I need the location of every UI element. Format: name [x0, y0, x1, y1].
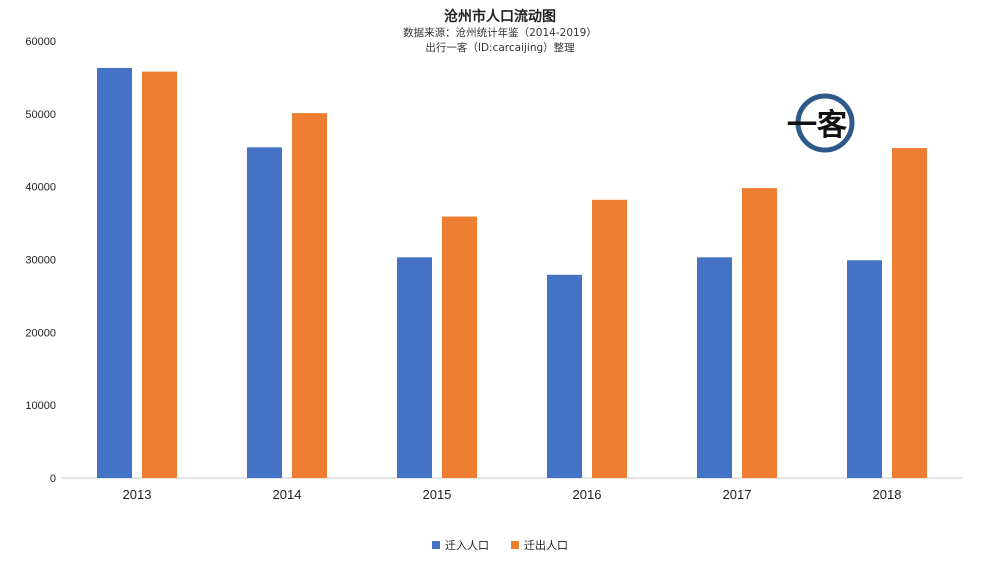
legend-swatch-out [511, 541, 519, 549]
x-tick-label: 2017 [723, 487, 752, 502]
chart-title: 沧州市人口流动图 [444, 9, 556, 25]
legend-label-in: 迁入人口 [445, 539, 489, 552]
legend-label-out: 迁出人口 [524, 539, 568, 552]
brand-logo: 一客 [765, 92, 875, 154]
y-tick-label: 0 [50, 473, 56, 485]
x-tick-label: 2015 [423, 487, 452, 502]
x-tick-label: 2013 [123, 487, 152, 502]
x-tick-label: 2014 [273, 487, 302, 502]
y-tick-label: 40000 [25, 182, 56, 194]
legend-swatch-in [432, 541, 440, 549]
bar-out-2013 [142, 71, 177, 478]
chart-subtitle-credit: 出行一客（ID:carcaijing）整理 [425, 42, 575, 54]
chart-subtitle-source: 数据来源：沧州统计年鉴（2014-2019） [403, 27, 597, 39]
bar-in-2018 [847, 260, 882, 478]
bar-in-2016 [547, 274, 582, 478]
bar-out-2015 [442, 216, 477, 479]
bar-out-2016 [592, 199, 627, 478]
bar-out-2018 [892, 148, 927, 478]
brand-ring [795, 93, 855, 153]
x-tick-label: 2018 [873, 487, 902, 502]
y-tick-label: 30000 [25, 255, 56, 267]
bar-in-2013 [97, 67, 132, 478]
bar-in-2017 [697, 257, 732, 478]
brand-text: 一客 [787, 108, 847, 143]
bar-out-2014 [292, 113, 327, 478]
x-tick-label: 2016 [573, 487, 602, 502]
y-tick-label: 20000 [25, 327, 56, 339]
bar-in-2015 [397, 257, 432, 478]
y-tick-label: 60000 [25, 36, 56, 48]
brand-logo-graphic: 一客 [787, 93, 855, 153]
legend-item-out: 迁出人口 [511, 537, 568, 553]
legend: 迁入人口 迁出人口 [0, 537, 1000, 553]
bar-out-2017 [742, 188, 777, 478]
legend-item-in: 迁入人口 [432, 537, 489, 553]
title-block: 沧州市人口流动图 数据来源：沧州统计年鉴（2014-2019） 出行一客（ID:… [0, 8, 1000, 56]
bar-in-2014 [247, 147, 282, 478]
y-tick-label: 50000 [25, 109, 56, 121]
y-tick-label: 10000 [25, 400, 56, 412]
